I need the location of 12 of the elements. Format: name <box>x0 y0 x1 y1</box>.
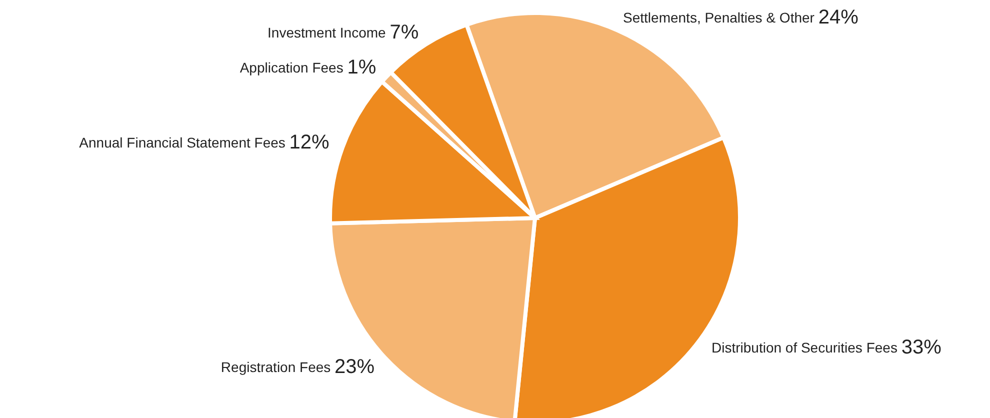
data-label: 1% <box>347 56 376 78</box>
slice-label: Settlements, Penalties & Other <box>623 9 818 26</box>
slice-label: Distribution of Securities Fees <box>712 340 902 356</box>
data-label: 12% <box>289 132 330 154</box>
data-label: 7% <box>390 21 419 44</box>
data-label: 33% <box>901 336 942 359</box>
slice-label: Application Fees <box>240 59 348 76</box>
slice-label: Annual Financial Statement Fees <box>79 134 290 151</box>
data-label: 24% <box>818 6 859 28</box>
slice-label: Investment Income <box>268 24 390 40</box>
slice-label: Registration Fees <box>220 359 335 376</box>
data-label: 23% <box>334 356 375 378</box>
